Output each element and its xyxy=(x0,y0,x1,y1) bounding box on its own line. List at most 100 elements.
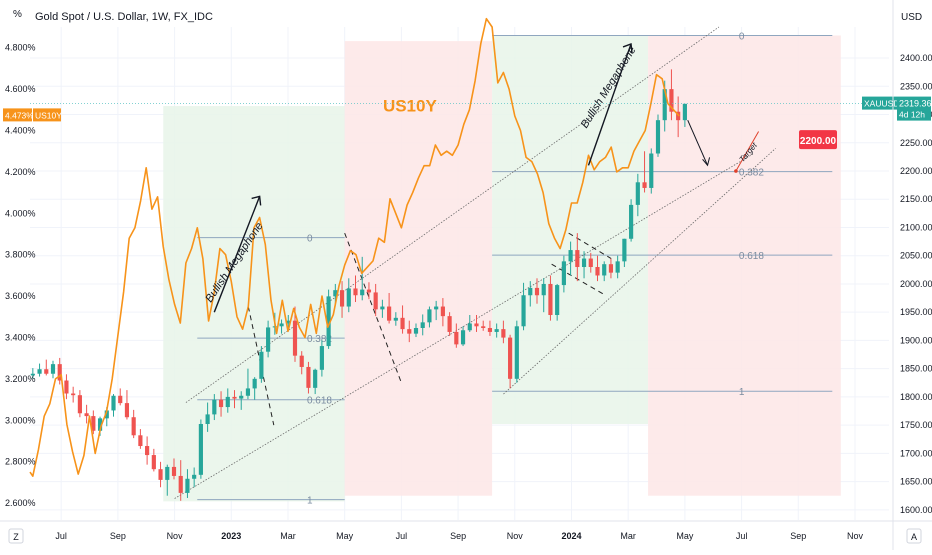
fib-label-1: 0.382 xyxy=(739,168,764,179)
fib-label-6: 0.618 xyxy=(307,396,332,407)
candle xyxy=(118,388,123,406)
y-left-tick-label-0: 2.600% xyxy=(5,498,36,508)
candle xyxy=(366,282,372,300)
candle-body xyxy=(292,320,298,356)
candle xyxy=(313,368,318,395)
candle-body xyxy=(145,446,150,456)
candle-body xyxy=(481,326,486,328)
candle-body xyxy=(131,417,136,436)
candle xyxy=(131,409,136,439)
candle xyxy=(434,300,439,321)
candle xyxy=(541,278,546,313)
auto-scale-button[interactable]: A xyxy=(906,528,922,544)
us10y-value-badge xyxy=(3,108,32,122)
megaphone-arrowhead-2 xyxy=(622,42,633,54)
countdown-text: 4d 12h xyxy=(899,110,925,120)
candle-body xyxy=(77,395,82,414)
candle-body xyxy=(218,399,224,408)
candle xyxy=(239,391,244,410)
y-right-tick-label-12: 2200.00 xyxy=(900,166,932,176)
candle xyxy=(205,402,210,432)
candle-body xyxy=(319,346,324,370)
megaphone-arrow-1 xyxy=(213,196,261,313)
candle-body xyxy=(50,364,56,374)
y-left-tick-label-11: 4.800% xyxy=(5,43,36,53)
candle-body xyxy=(494,329,499,332)
candle-body xyxy=(454,331,459,345)
candle-body xyxy=(57,364,62,381)
candle-body xyxy=(508,337,513,379)
candle-body xyxy=(608,264,614,273)
y-right-tick-label-2: 1700.00 xyxy=(900,448,932,458)
candle-body xyxy=(655,120,661,154)
candle xyxy=(487,320,493,336)
candle xyxy=(669,69,674,121)
us10y-name-text: US10Y xyxy=(35,110,62,120)
candle xyxy=(420,314,425,336)
candle-body xyxy=(568,250,573,262)
candle-body xyxy=(232,396,237,399)
x-tick-label-4: Mar xyxy=(280,531,296,541)
candle xyxy=(548,275,553,321)
y-right-tick-label-4: 1800.00 xyxy=(900,392,932,402)
candle-body xyxy=(266,327,271,352)
candle xyxy=(111,394,116,417)
candle-body xyxy=(669,89,674,112)
right-scale-label[interactable]: USD xyxy=(901,12,922,23)
candle xyxy=(171,458,177,480)
x-tick-label-9: 2024 xyxy=(561,531,581,541)
candle xyxy=(212,394,217,421)
candle xyxy=(454,323,459,348)
candle xyxy=(71,386,76,403)
channel-line-1 xyxy=(185,26,720,403)
candle-body xyxy=(467,323,472,331)
candle xyxy=(447,312,452,336)
y-left-tick-label-7: 4.000% xyxy=(5,208,36,218)
candle-body xyxy=(185,478,190,493)
us10y-layer xyxy=(29,17,680,478)
candle-body xyxy=(138,435,143,447)
candle-body xyxy=(124,403,130,418)
candle xyxy=(501,320,506,344)
x-tick-label-14: Nov xyxy=(847,531,864,541)
x-tick-label-13: Sep xyxy=(790,531,806,541)
candle xyxy=(306,361,311,394)
candle-body xyxy=(514,326,519,379)
candle-body xyxy=(360,289,365,296)
candle-body xyxy=(534,287,540,296)
candle-body xyxy=(602,264,607,276)
candle xyxy=(353,275,358,303)
candle xyxy=(360,256,365,301)
chart-title: Gold Spot / U.S. Dollar, 1W, FX_IDC xyxy=(35,11,213,23)
candle-body xyxy=(299,355,304,367)
candle xyxy=(252,377,257,400)
x-tick-label-11: May xyxy=(676,531,694,541)
zoom-reset-button[interactable]: Z xyxy=(8,528,24,544)
candle xyxy=(319,340,324,377)
candle-body xyxy=(333,290,338,297)
y-right-tick-label-3: 1750.00 xyxy=(900,420,932,430)
candle-body xyxy=(225,396,230,408)
candle-body xyxy=(91,416,96,431)
candle-body xyxy=(198,423,203,475)
us10y-value-text: 4.473% xyxy=(5,110,34,120)
candle-body xyxy=(440,306,445,317)
y-right-tick-label-9: 2050.00 xyxy=(900,251,932,261)
candle-body xyxy=(339,290,345,307)
candle xyxy=(44,359,49,376)
candle-body xyxy=(205,414,210,424)
candle-body xyxy=(71,393,76,396)
candle xyxy=(198,419,203,479)
candle-body xyxy=(313,369,318,388)
candle xyxy=(655,114,661,157)
y-left-tick-label-10: 4.600% xyxy=(5,84,36,94)
candle xyxy=(266,320,271,358)
price-name-text: XAUUSD xyxy=(864,99,899,109)
candle-body xyxy=(434,306,439,310)
candle-body xyxy=(595,267,600,276)
candle-body xyxy=(548,283,553,316)
candle xyxy=(37,363,42,377)
channel-line-2 xyxy=(503,148,776,395)
y-right-tick-label-8: 2000.00 xyxy=(900,279,932,289)
